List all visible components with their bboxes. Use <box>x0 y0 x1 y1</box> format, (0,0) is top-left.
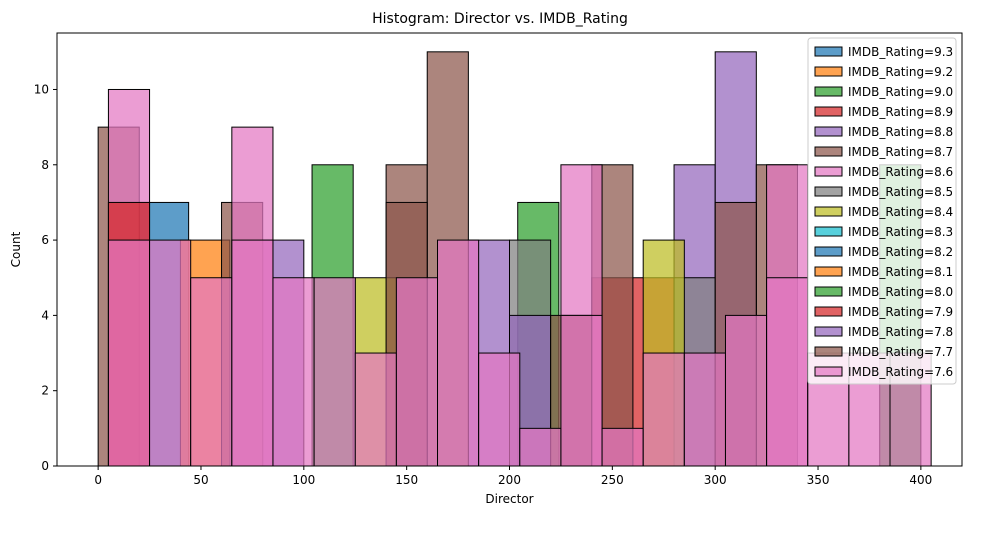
legend-swatch <box>814 346 843 357</box>
legend-swatch <box>814 366 843 377</box>
bar-series-16-bin-11 <box>560 314 603 467</box>
bar-series-16-bin-14 <box>683 352 726 467</box>
legend-swatch <box>814 106 843 117</box>
x-axis-ticks: 0 50 100 150 200 250 300 350 400 <box>94 466 932 487</box>
legend-frame <box>807 37 957 385</box>
legend-swatch <box>814 306 843 317</box>
legend-swatch <box>814 46 843 57</box>
legend-swatch <box>814 66 843 77</box>
y-tick-label: 0 <box>41 459 49 473</box>
legend-entry: IMDB_Rating=9.2 <box>848 65 953 79</box>
legend-entry: IMDB_Rating=9.3 <box>848 45 953 59</box>
bar-series-16-bin-2 <box>190 277 233 467</box>
bar-series-16-bin-3 <box>231 239 274 467</box>
legend-swatch <box>814 326 843 337</box>
bar-series-16-bin-7 <box>395 277 439 467</box>
x-tick-label: 400 <box>909 473 932 487</box>
x-tick-label: 100 <box>292 473 315 487</box>
x-tick-label: 150 <box>395 473 418 487</box>
x-tick-label: 250 <box>601 473 624 487</box>
bar-series-16-bin-1 <box>149 239 192 467</box>
legend-entry: IMDB_Rating=8.1 <box>848 265 953 279</box>
legend-entry: IMDB_Rating=8.8 <box>848 125 953 139</box>
bar-series-16-bin-5 <box>313 277 356 467</box>
legend-swatch <box>814 146 843 157</box>
bar-series-16-bin-15 <box>724 314 768 467</box>
legend-entry: IMDB_Rating=7.9 <box>848 305 953 319</box>
legend-swatch <box>814 86 843 97</box>
x-tick-label: 350 <box>807 473 830 487</box>
y-tick-label: 10 <box>34 82 49 96</box>
legend-swatch <box>814 266 843 277</box>
legend-entry: IMDB_Rating=9.0 <box>848 85 953 99</box>
bar-series-16-bin-16 <box>766 277 809 467</box>
legend-swatch <box>814 286 843 297</box>
y-tick-label: 8 <box>41 158 49 172</box>
x-axis-label: Director <box>485 492 533 506</box>
legend-swatch <box>814 246 843 257</box>
legend-swatch <box>814 126 843 137</box>
bar-series-16-bin-13 <box>642 352 685 467</box>
legend-entry: IMDB_Rating=8.9 <box>848 105 953 119</box>
legend-entry: IMDB_Rating=8.3 <box>848 225 953 239</box>
legend-swatch <box>814 226 843 237</box>
bar-series-16-bin-4 <box>272 277 315 467</box>
bar-series-16-bin-9 <box>478 352 521 467</box>
legend-entry: IMDB_Rating=8.7 <box>848 145 953 159</box>
y-axis-ticks: 0 2 4 6 8 10 <box>34 82 57 473</box>
legend-swatch <box>814 166 843 177</box>
y-tick-label: 4 <box>41 308 49 322</box>
legend-entry: IMDB_Rating=7.7 <box>848 345 953 359</box>
legend-entry: IMDB_Rating=8.0 <box>848 285 953 299</box>
y-axis-label: Count <box>9 231 23 267</box>
chart-title: Histogram: Director vs. IMDB_Rating <box>372 11 628 27</box>
legend-swatch <box>814 186 843 197</box>
legend-swatch <box>814 206 843 217</box>
legend-entry: IMDB_Rating=8.5 <box>848 185 953 199</box>
x-tick-label: 300 <box>704 473 727 487</box>
legend-entry: IMDB_Rating=7.6 <box>848 365 953 379</box>
legend-entry: IMDB_Rating=8.6 <box>848 165 953 179</box>
y-tick-label: 6 <box>41 233 49 247</box>
legend: IMDB_Rating=9.3 IMDB_Rating=9.2 IMDB_Ratin… <box>807 37 957 385</box>
bar-series-16-bin-12 <box>601 427 644 467</box>
x-tick-label: 0 <box>94 473 102 487</box>
bar-series-16-bin-0 <box>107 239 151 467</box>
legend-entry: IMDB_Rating=8.4 <box>848 205 953 219</box>
bar-series-16-bin-8 <box>437 239 480 467</box>
y-tick-label: 2 <box>41 384 49 398</box>
legend-entry: IMDB_Rating=8.2 <box>848 245 953 259</box>
bar-series-16-bin-10 <box>519 427 562 467</box>
x-tick-label: 50 <box>193 473 208 487</box>
bar-series-16-bin-6 <box>354 352 397 467</box>
x-tick-label: 200 <box>498 473 521 487</box>
legend-entry: IMDB_Rating=7.8 <box>848 325 953 339</box>
